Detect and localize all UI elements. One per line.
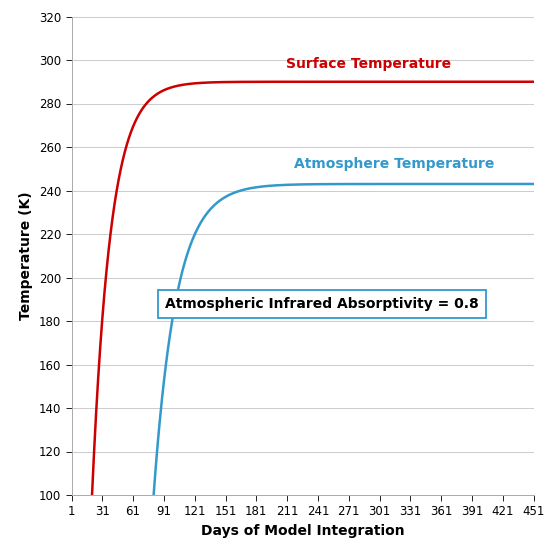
Text: Atmospheric Infrared Absorptivity = 0.8: Atmospheric Infrared Absorptivity = 0.8 <box>165 296 479 311</box>
Y-axis label: Temperature (K): Temperature (K) <box>19 191 33 320</box>
Text: Atmosphere Temperature: Atmosphere Temperature <box>294 157 494 172</box>
X-axis label: Days of Model Integration: Days of Model Integration <box>201 524 404 538</box>
Text: Surface Temperature: Surface Temperature <box>285 57 451 72</box>
